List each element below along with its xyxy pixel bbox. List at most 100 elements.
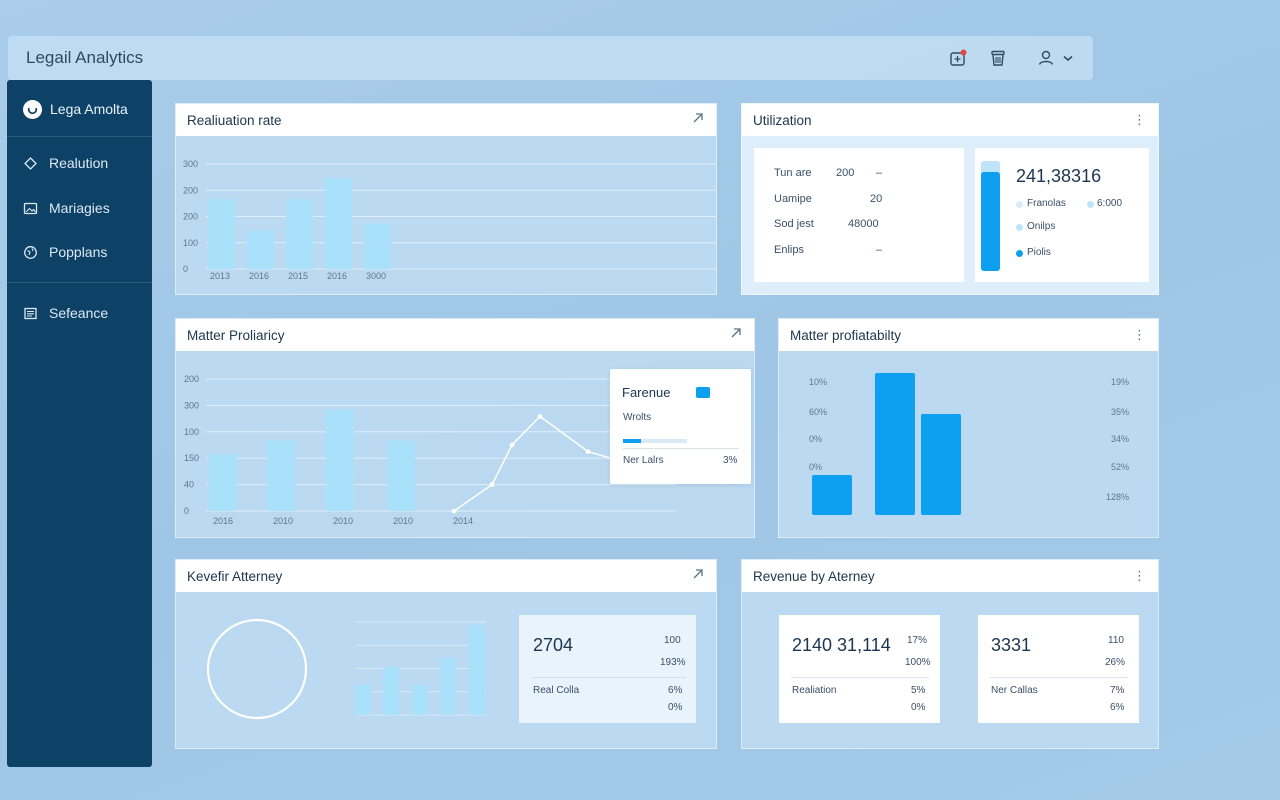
- stat-value: 200: [836, 167, 855, 179]
- bar: [440, 658, 456, 715]
- divider: [531, 677, 686, 678]
- more-icon[interactable]: ⋮: [1133, 112, 1146, 127]
- revenue-card-2: 3331 110 26% Ner Callas 7% 6%: [978, 615, 1139, 723]
- expand-icon[interactable]: [692, 112, 704, 127]
- sidebar-item-label: Realution: [49, 155, 109, 171]
- sidebar-item-label: Mariagies: [49, 200, 110, 216]
- panel-header: Revenue by Aterney ⋮: [742, 560, 1158, 592]
- bar: [812, 475, 852, 515]
- y-tick-label-right: 34%: [1111, 434, 1129, 444]
- tooltip-row-value: 3%: [723, 455, 738, 466]
- divider: [791, 677, 929, 678]
- y-tick-label: 200: [183, 185, 198, 195]
- expand-icon[interactable]: [692, 568, 704, 583]
- x-tick-label: 2013: [210, 271, 230, 281]
- bar: [412, 685, 428, 715]
- y-tick-label-left: 0%: [809, 434, 822, 444]
- bar: [921, 414, 961, 515]
- stat-value: 48000: [848, 218, 879, 230]
- panel-header: Matter profiatabilty ⋮: [779, 319, 1158, 351]
- top-bar: Legail Analytics: [8, 36, 1093, 80]
- chevron-down-icon[interactable]: [1061, 48, 1075, 68]
- sidebar-item-label: Sefeance: [49, 305, 109, 321]
- legend-value: 6:000: [1097, 198, 1123, 209]
- panel-header: Matter Proliaricy: [176, 319, 754, 351]
- sidebar-item-label: Popplans: [49, 244, 108, 260]
- checkbox-icon[interactable]: [696, 387, 710, 398]
- document-icon: [24, 307, 37, 319]
- app-title: Legail Analytics: [26, 48, 144, 67]
- bar: [355, 685, 371, 715]
- stat-r1: 110: [1108, 635, 1124, 646]
- x-tick-label: 2015: [288, 271, 308, 281]
- diamond-icon: [24, 156, 37, 170]
- image-icon: [23, 202, 38, 214]
- expand-icon[interactable]: [730, 327, 742, 342]
- y-tick-label-right: 128%: [1106, 492, 1129, 502]
- stat-v1: 5%: [911, 685, 926, 696]
- stat-extra: –: [876, 167, 883, 179]
- utilization-gauge-fill: [981, 172, 1000, 271]
- sidebar-item-mariagies[interactable]: Mariagies: [23, 197, 143, 219]
- matter-profitability-panel: Matter profiatabilty ⋮ 10% 60% 0% 0% 19% 35% 3…: [778, 318, 1159, 538]
- bar: [325, 178, 352, 269]
- revenue-tooltip: Farenue Wrolts Ner Lalrs 3%: [610, 369, 751, 484]
- stat-big: 2704: [533, 635, 574, 655]
- y-tick-label: 100: [183, 238, 198, 248]
- trend-point: [537, 414, 543, 419]
- more-icon[interactable]: ⋮: [1133, 568, 1146, 583]
- sidebar-item-popplans[interactable]: Popplans: [23, 241, 143, 263]
- stat-label: Realiation: [792, 685, 837, 696]
- sidebar-brand[interactable]: Lega Amolta: [23, 98, 143, 120]
- stat-label: Tun are: [774, 167, 812, 179]
- user-icon[interactable]: [1036, 48, 1056, 68]
- utilization-gauge: [981, 161, 1000, 271]
- trend-point: [585, 449, 591, 454]
- bar: [875, 373, 915, 515]
- y-tick-label: 40: [184, 480, 194, 490]
- tooltip-bar-fill: [623, 439, 641, 443]
- stat-big: 3331: [991, 635, 1032, 655]
- y-tick-label: 300: [184, 400, 199, 410]
- bar: [326, 409, 354, 511]
- legend-dot: [1016, 201, 1023, 208]
- sidebar-item-realution[interactable]: Realution: [23, 152, 143, 174]
- trend-point: [489, 482, 495, 487]
- trash-icon[interactable]: [988, 48, 1008, 68]
- donut-ring: [206, 618, 308, 720]
- utilization-stats-card: Tun are 200 – Uamipe 20 Sod jest 48000 E…: [754, 148, 964, 282]
- stat-label: Ner Callas: [991, 685, 1038, 696]
- tooltip-subtitle: Wrolts: [623, 412, 652, 423]
- panel-title: Matter profiatabilty: [790, 327, 902, 343]
- stat-r1: 17%: [907, 635, 928, 646]
- y-tick-label: 100: [184, 427, 199, 437]
- revenue-stats-card: 2704 100 193% Real Colla 6% 0%: [519, 615, 696, 723]
- stat-label: Uamipe: [774, 193, 812, 205]
- y-tick-label: 200: [183, 212, 198, 222]
- y-tick-label: 200: [184, 374, 199, 384]
- utilization-panel: Utilization ⋮ Tun are 200 – Uamipe 20 So…: [741, 103, 1159, 295]
- notification-icon[interactable]: [948, 48, 968, 68]
- revenue-left-panel: Kevefir Atterney 2704 100 193% Real Coll…: [175, 559, 717, 749]
- bar: [247, 230, 274, 269]
- stat-r2: 100%: [905, 657, 931, 668]
- x-tick-label: 2010: [273, 516, 293, 526]
- x-tick-label: 2014: [453, 516, 473, 526]
- more-icon[interactable]: ⋮: [1133, 327, 1146, 342]
- bar: [383, 667, 399, 715]
- sidebar-item-sefeance[interactable]: Sefeance: [23, 302, 143, 324]
- y-tick-label-left: 60%: [809, 407, 827, 417]
- y-tick-label-right: 35%: [1111, 407, 1129, 417]
- realization-chart: 300 200 200 100 0 2013 2016 2015 2016 3000: [183, 159, 716, 281]
- revenue-left-chart: [206, 618, 486, 720]
- panel-title: Revenue by Aterney: [753, 568, 875, 584]
- stat-r2: 26%: [1105, 657, 1126, 668]
- panel-title: Kevefir Atterney: [187, 568, 283, 584]
- x-tick-label: 2010: [333, 516, 353, 526]
- y-tick-label-left: 0%: [809, 462, 822, 472]
- matter-pro-panel: Matter Proliaricy 200 300 100 150 40 0 2016 201…: [175, 318, 755, 538]
- brand-logo-icon: [23, 99, 42, 119]
- stat-v2: 6%: [1110, 702, 1125, 713]
- bar: [387, 440, 415, 511]
- panel-title: Matter Proliaricy: [187, 327, 285, 343]
